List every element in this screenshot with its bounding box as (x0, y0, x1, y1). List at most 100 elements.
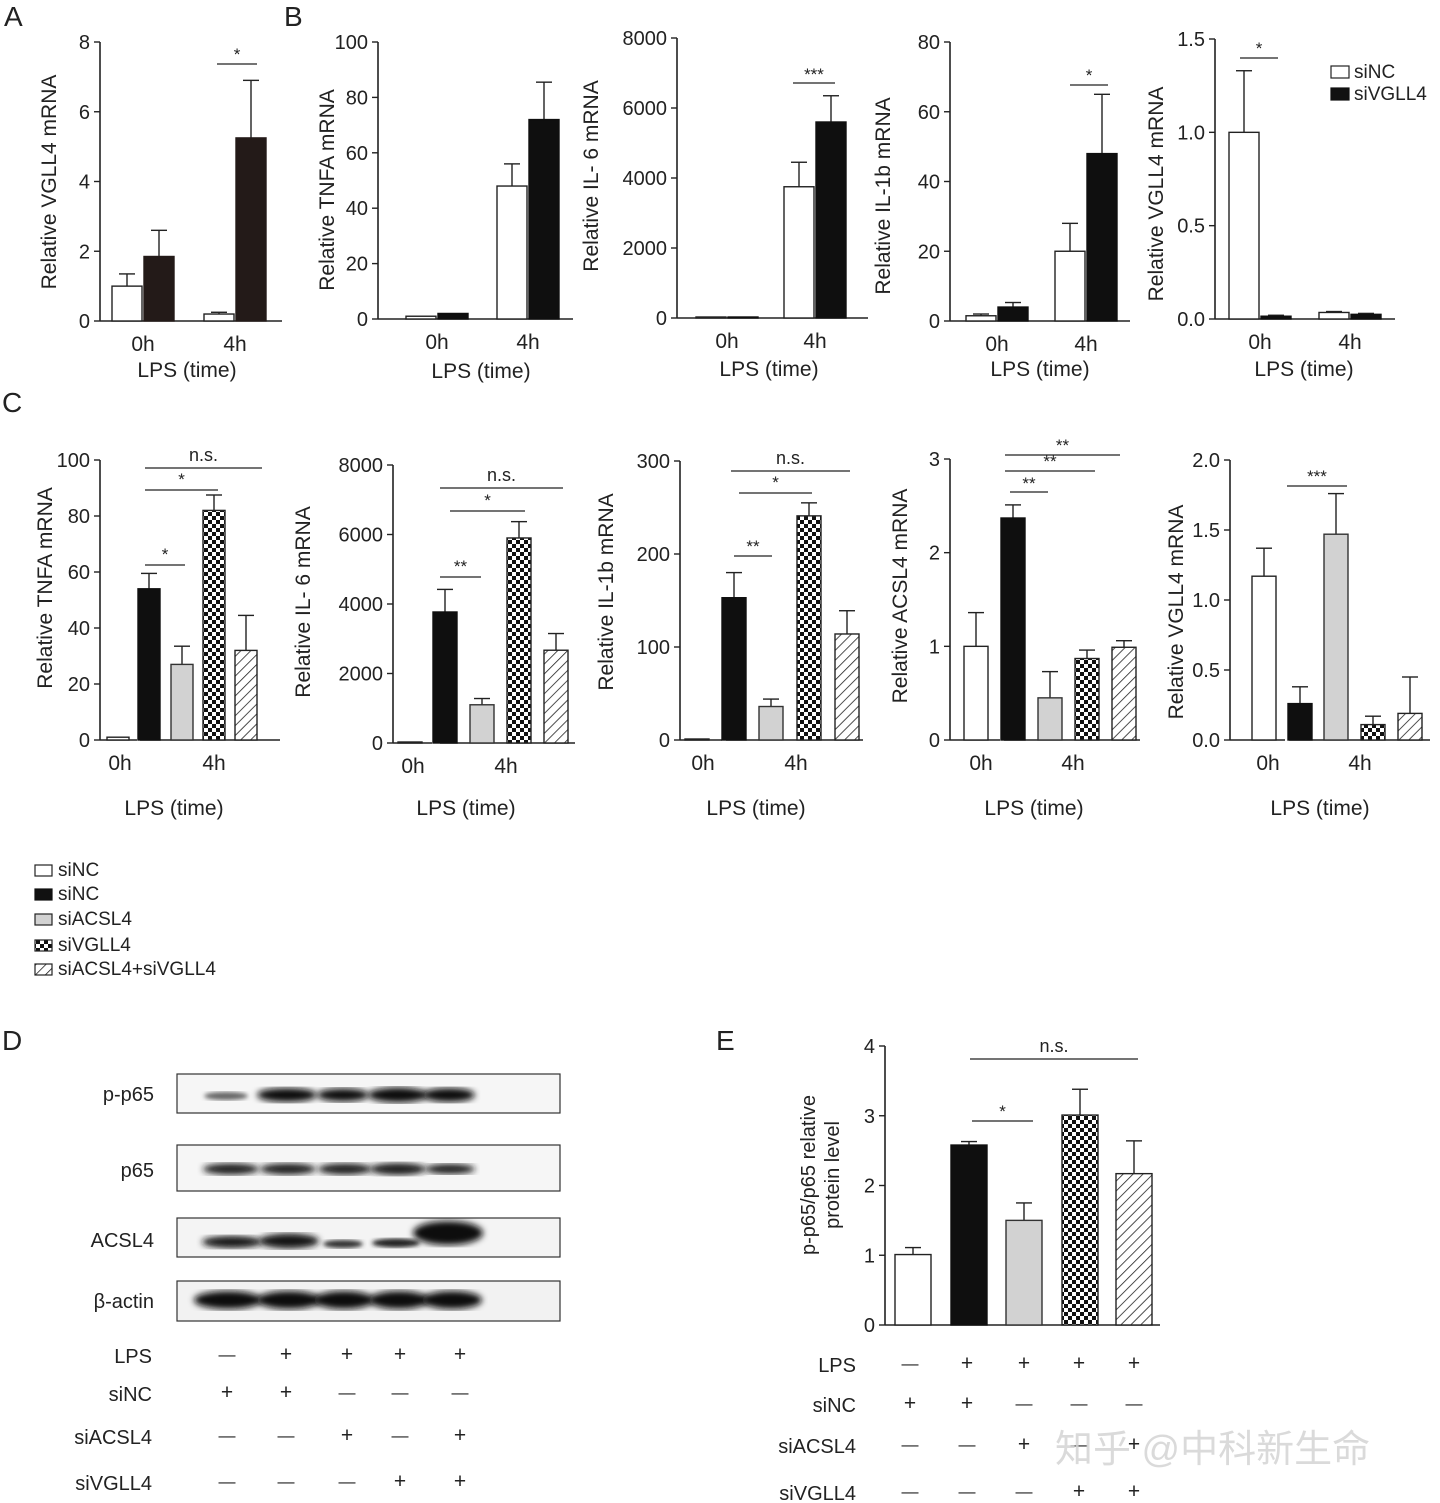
band (257, 1088, 317, 1102)
condition-mark: + (454, 1424, 466, 1447)
bar (1260, 315, 1292, 320)
condition-mark: — (1016, 1482, 1033, 1501)
condition-mark: + (1128, 1433, 1140, 1456)
bar (997, 306, 1029, 322)
legend-ab: siNC siVGLL4 (1330, 62, 1427, 105)
watermark: 知乎 @中科新生命 (1055, 1429, 1370, 1471)
band (372, 1238, 420, 1248)
y-tick-label: 0 (929, 311, 940, 333)
condition-label: siNC (109, 1384, 152, 1406)
y-axis-label: Relative VGLL4 mRNA (38, 75, 61, 290)
y-tick-label: 20 (68, 674, 90, 696)
chart-c5: 0.0 0.5 1.0 1.5 2.0 Relative VGLL4 mRNA 0h 4h LP… (1165, 450, 1430, 820)
y-tick-label: 3 (929, 449, 940, 471)
band (203, 1163, 259, 1175)
blot-label-beta-actin: β-actin (94, 1291, 154, 1313)
y-axis-label: Relative IL- 6 mRNA (292, 506, 315, 697)
chart-e: 0 1 2 3 4 p-p65/p65 relative protein level * n.s… (798, 1036, 1160, 1337)
legend-swatch-sinc (1330, 65, 1350, 79)
x-tick-label: 0h (1248, 331, 1271, 354)
bar (783, 186, 815, 319)
condition-label: siVGLL4 (75, 1473, 152, 1495)
y-tick-label: 8000 (339, 455, 384, 477)
x-tick-label: 4h (1074, 333, 1097, 356)
panel-letter-a: A (4, 1, 23, 32)
condition-mark: + (1073, 1480, 1085, 1503)
legend-swatch-black (34, 888, 53, 901)
y-tick-label: 100 (335, 32, 368, 54)
condition-mark: — (1071, 1394, 1088, 1413)
bar (721, 597, 747, 741)
bar (234, 649, 258, 741)
y-axis-label: Relative TNFA mRNA (316, 89, 339, 291)
bar (405, 315, 437, 320)
condition-mark: — (219, 1345, 236, 1364)
y-tick-label: 2 (864, 1176, 875, 1198)
band (259, 1233, 319, 1249)
bar (203, 313, 235, 322)
y-tick-label: 1 (929, 636, 940, 658)
condition-mark: — (219, 1472, 236, 1491)
y-tick-label: 0.0 (1177, 309, 1205, 331)
significance-label: ** (454, 557, 468, 576)
condition-mark: + (454, 1470, 466, 1493)
bar (543, 649, 569, 744)
condition-label: siACSL4 (74, 1427, 152, 1449)
x-axis-label: LPS (time) (719, 358, 818, 381)
y-tick-label: 1.5 (1192, 520, 1220, 542)
legend-label-sivgll4: siVGLL4 (1354, 84, 1427, 105)
chart-b2: 0 2000 4000 6000 8000 Relative IL- 6 mRNA 0h 4h… (580, 28, 868, 381)
x-tick-label: 4h (1348, 752, 1371, 775)
condition-mark: + (904, 1392, 916, 1415)
significance-label: * (162, 545, 169, 564)
condition-mark: + (280, 1343, 292, 1366)
bar (1350, 313, 1382, 320)
y-tick-label: 300 (637, 451, 670, 473)
condition-mark: — (339, 1383, 356, 1402)
band (370, 1163, 426, 1175)
blot-bands (194, 1087, 483, 1309)
chart-c3: 0 100 200 300 Relative IL-1b mRNA 0h 4h LPS (ti… (595, 448, 863, 820)
x-axis-label: LPS (time) (984, 797, 1083, 820)
y-tick-label: 0 (929, 730, 940, 752)
x-tick-label: 0h (985, 333, 1008, 356)
y-tick-label: 2 (929, 543, 940, 565)
bar (834, 633, 860, 741)
y-tick-label: 6000 (623, 98, 668, 120)
condition-mark: — (278, 1472, 295, 1491)
significance-label: ** (1022, 474, 1036, 493)
y-tick-label: 0 (79, 730, 90, 752)
x-axis-label: LPS (time) (137, 359, 236, 382)
bar (170, 663, 194, 741)
y-tick-label: 0 (659, 730, 670, 752)
bar (1287, 702, 1313, 741)
significance-label: ** (1056, 436, 1070, 455)
condition-mark: + (961, 1392, 973, 1415)
condition-label: siACSL4 (778, 1436, 856, 1458)
significance-label: * (772, 473, 779, 492)
blot-label-acsl4: ACSL4 (91, 1230, 154, 1252)
y-axis-label: Relative IL-1b mRNA (595, 493, 618, 690)
panel-letter-d: D (2, 1025, 22, 1056)
condition-mark: + (1073, 1352, 1085, 1375)
significance-label: *** (1307, 467, 1327, 486)
x-tick-label: 0h (401, 755, 424, 778)
y-axis-label: Relative IL- 6 mRNA (580, 80, 603, 271)
y-tick-label: 1.0 (1177, 122, 1205, 144)
bar (1086, 152, 1118, 322)
bar (137, 588, 161, 741)
bar (1323, 533, 1349, 741)
x-tick-label: 0h (691, 752, 714, 775)
y-tick-label: 1 (864, 1245, 875, 1267)
y-tick-label: 2 (79, 241, 90, 263)
y-tick-label: 100 (637, 637, 670, 659)
y-tick-label: 200 (637, 544, 670, 566)
panel-letter-e: E (716, 1025, 735, 1056)
y-tick-label: 8000 (623, 28, 668, 50)
band (257, 1291, 321, 1309)
bar (894, 1253, 932, 1326)
chart-c2: 0 2000 4000 6000 8000 Relative IL- 6 mRNA 0h 4h… (292, 455, 575, 820)
condition-mark: + (961, 1352, 973, 1375)
